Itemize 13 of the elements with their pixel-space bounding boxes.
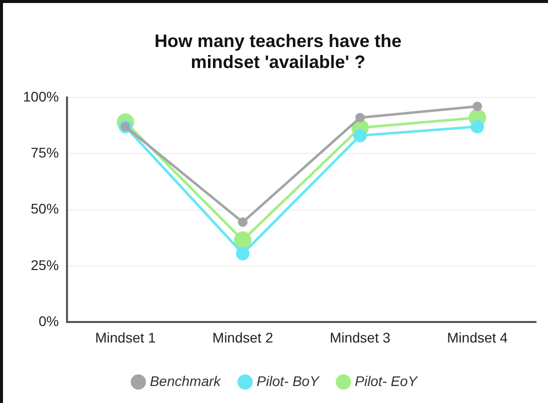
- legend-label: Pilot- BoY: [256, 372, 321, 389]
- x-tick-label: Mindset 4: [447, 329, 508, 346]
- legend-label: Pilot- EoY: [354, 372, 419, 389]
- x-tick-label: Mindset 3: [330, 329, 391, 346]
- legend-label: Benchmark: [150, 372, 222, 389]
- chart-title: How many teachers have the mindset 'available' ?: [153, 31, 403, 73]
- y-tick-label: 25%: [30, 256, 59, 273]
- y-tick-label: 0%: [38, 313, 59, 330]
- y-tick-label: 75%: [30, 144, 59, 160]
- x-tick-label: Mindset 2: [212, 329, 274, 346]
- y-tick-label: 50%: [30, 200, 59, 217]
- y-tick-label: 100%: [22, 88, 59, 104]
- x-tick-label: Mindset 1: [95, 329, 156, 346]
